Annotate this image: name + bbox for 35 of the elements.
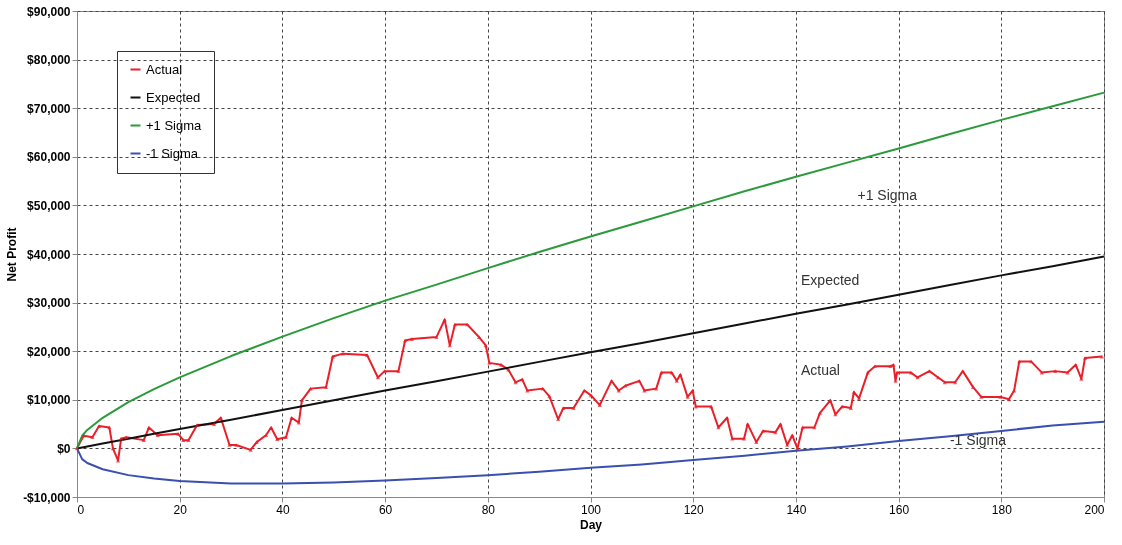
legend-label: Actual — [146, 61, 183, 77]
y-tick-label: $60,000 — [27, 150, 71, 165]
y-tick-label: $90,000 — [27, 4, 71, 19]
legend-label: Expected — [146, 89, 201, 105]
annotation: Actual — [801, 361, 840, 378]
x-tick-label: 40 — [276, 502, 290, 517]
y-tick-label: $80,000 — [27, 53, 71, 68]
x-tick-label: 100 — [580, 502, 602, 517]
y-tick-label: $0 — [57, 441, 71, 456]
y-tick-label: $20,000 — [27, 344, 71, 359]
x-tick-label: 120 — [683, 502, 705, 517]
x-tick-label: 20 — [173, 502, 188, 517]
x-tick-label: 140 — [786, 502, 807, 517]
x-tick-label: 200 — [1084, 502, 1105, 517]
line-series — [76, 91, 1105, 450]
annotation: -1 Sigma — [949, 432, 1007, 449]
legend-label: +1 Sigma — [146, 117, 203, 133]
legend-label: -1 Sigma — [146, 145, 199, 161]
y-tick-label: -$10,000 — [23, 490, 71, 505]
x-tick-label: 80 — [481, 502, 496, 517]
y-tick-label: $70,000 — [27, 101, 71, 116]
x-tick-label: 180 — [991, 502, 1013, 517]
y-tick-label: $50,000 — [27, 198, 71, 213]
y-tick-label: $40,000 — [27, 247, 71, 262]
y-tick-label: $30,000 — [27, 296, 71, 311]
annotation: Expected — [801, 271, 860, 288]
annotation: +1 Sigma — [857, 186, 918, 203]
line-series — [76, 255, 1105, 450]
line-series — [76, 420, 1105, 485]
x-tick-label: 0 — [77, 502, 85, 517]
x-axis-title: Day — [579, 517, 603, 532]
y-tick-label: $10,000 — [27, 393, 71, 408]
y-axis-title: Net Profit — [5, 227, 20, 282]
x-tick-label: 60 — [378, 502, 393, 517]
x-tick-label: 160 — [889, 502, 910, 517]
